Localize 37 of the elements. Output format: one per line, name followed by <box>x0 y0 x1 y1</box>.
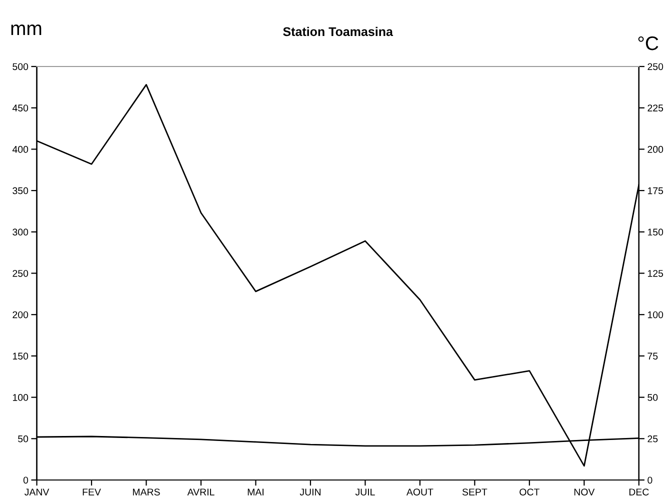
x-tick-label: MARS <box>133 488 160 496</box>
y2-tick-label: 125 <box>648 270 664 277</box>
y-tick-label: 200 <box>12 311 28 318</box>
x-tick-label: NOV <box>574 488 595 496</box>
y-tick-label: 400 <box>12 146 28 153</box>
y2-tick-label: 100 <box>648 311 664 318</box>
x-tick-label: SEPT <box>462 488 488 496</box>
x-tick-label: JANV <box>24 488 50 496</box>
y-tick-label: 350 <box>12 187 28 194</box>
x-tick-label: JUIL <box>355 488 375 496</box>
y-tick-label: 300 <box>12 228 28 236</box>
x-tick-label: DEC <box>629 488 649 496</box>
y2-tick-label: 25 <box>648 435 658 442</box>
y2-tick-label: 75 <box>648 352 658 360</box>
y-axis-title: mm <box>11 24 42 35</box>
y2-tick-label: 50 <box>648 394 658 401</box>
x-tick-label: FEV <box>82 488 101 496</box>
x-tick-label: JUIN <box>300 488 320 496</box>
x-tick-label: OCT <box>520 488 540 496</box>
y2-tick-label: 150 <box>648 228 664 236</box>
y2-tick-label: 250 <box>648 63 664 70</box>
y2-tick-label: 0 <box>648 476 652 484</box>
x-tick-label: AOUT <box>406 488 434 496</box>
x-tick-label: AVRIL <box>187 488 214 496</box>
y2-tick-label: 200 <box>648 146 664 153</box>
y-tick-label: 100 <box>12 394 28 401</box>
y2-tick-label: 175 <box>648 187 664 194</box>
y-tick-label: 500 <box>12 63 28 70</box>
y2-axis-title: °C <box>638 36 658 50</box>
x-tick-label: MAI <box>248 488 264 496</box>
y-tick-label: 0 <box>23 476 28 484</box>
y2-tick-label: 225 <box>648 104 664 112</box>
y-tick-label: 250 <box>12 270 28 277</box>
y-tick-label: 150 <box>12 352 28 360</box>
y-tick-label: 450 <box>12 104 28 112</box>
y-tick-label: 50 <box>18 435 28 442</box>
chart-title: Station Toamasina <box>283 26 394 36</box>
